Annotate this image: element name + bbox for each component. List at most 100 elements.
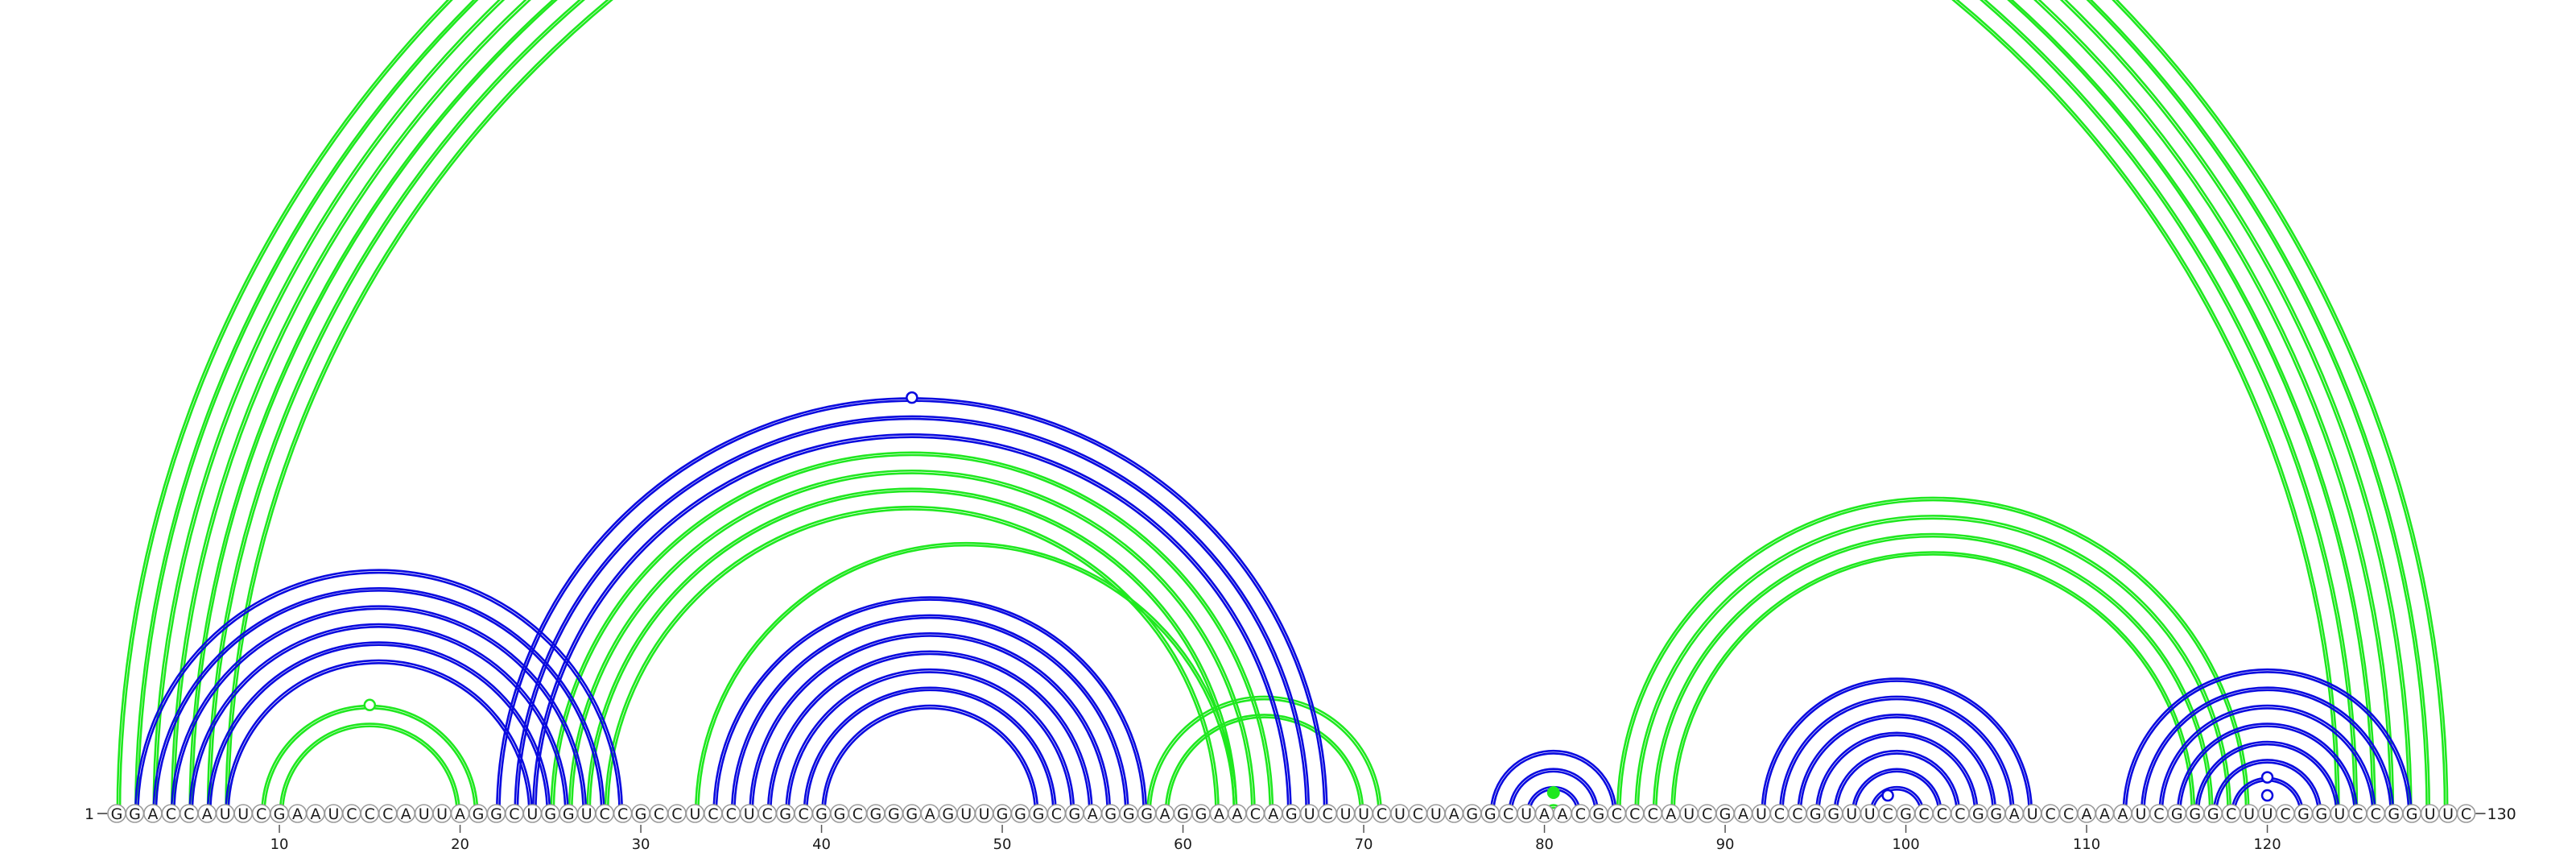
blue-pair-marker-22-68 (906, 391, 919, 404)
blue-arc-117-123-inner (2215, 761, 2320, 814)
nucleotide-letter: G (1104, 805, 1117, 823)
nucleotide-letter: U (1430, 805, 1442, 823)
nucleotide: G (486, 804, 506, 823)
nucleotide-letter: C (1937, 805, 1947, 823)
nucleotide: G (125, 804, 145, 823)
nucleotide: U (215, 804, 235, 823)
nucleotide: G (1896, 804, 1916, 823)
nucleotide-letter: G (473, 805, 485, 823)
nucleotide-letter: U (2425, 805, 2436, 823)
green-arc-87-116 (1670, 550, 2196, 814)
nucleotide-letter: G (2189, 805, 2201, 823)
nucleotide-letter: A (2009, 805, 2020, 823)
green-arc-3-128 (152, 0, 2413, 814)
nucleotide: G (902, 804, 922, 823)
blue-arc-37-55 (766, 650, 1093, 814)
blue-arc-93-106 (1778, 695, 2015, 814)
nucleotide-letter: G (1033, 805, 1045, 823)
nucleotide: C (848, 804, 868, 823)
nucleotide-letter: C (1323, 805, 1333, 823)
nucleotide-letter: U (1304, 805, 1315, 823)
blue-arc-36-56 (749, 632, 1112, 814)
blue-arc-96-103 (1833, 749, 1961, 814)
nucleotide-letter: U (237, 805, 249, 823)
tick-label-70: 70 (1355, 836, 1373, 853)
nucleotide: U (1426, 804, 1446, 823)
nucleotide: C (1769, 804, 1790, 823)
nucleotide-letter: C (256, 805, 266, 823)
blue-arc-22-68 (495, 397, 1328, 814)
nucleotide-letter: G (834, 805, 846, 823)
nucleotide: U (1390, 804, 1410, 823)
green-arc-1-130 (116, 0, 2449, 814)
blue-arc-95-104 (1814, 731, 1979, 814)
nucleotide: A (2095, 804, 2115, 823)
nucleotide-letter: C (365, 805, 375, 823)
nucleotide-letter: C (1774, 805, 1785, 823)
blue-arc-94-105 (1797, 714, 1997, 814)
blue-arc-24-66-inner (535, 436, 1290, 814)
nucleotide-letter: U (979, 805, 990, 823)
nucleotide-letter: U (1521, 805, 1532, 823)
blue-arc-77-84 (1489, 749, 1617, 814)
nucleotide-letter: A (1268, 805, 1278, 823)
nucleotide-letter: C (382, 805, 393, 823)
nucleotide-letter: G (2207, 805, 2219, 823)
nucleotide-letter: G (1177, 805, 1189, 823)
green-arc-2-129-inner (137, 0, 2428, 814)
nucleotide: U (432, 804, 452, 823)
nucleotide: A (1444, 804, 1464, 823)
blue-arc-24-66 (531, 433, 1292, 814)
tick-label-30: 30 (632, 836, 650, 853)
nucleotide: U (2240, 804, 2259, 823)
nucleotide-letter: C (1377, 805, 1387, 823)
nucleotide: G (1137, 804, 1157, 823)
nucleotide-letter: A (1160, 805, 1170, 823)
nucleotide-letter: G (1900, 805, 1912, 823)
sequence-start-label: 1 (85, 805, 94, 823)
nucleotide: C (758, 804, 778, 823)
nucleotide: U (1354, 804, 1373, 823)
nucleotide: C (251, 804, 271, 823)
nucleotide: C (794, 804, 813, 823)
blue-arc-97-102 (1851, 768, 1942, 814)
nucleotide-letter: U (2244, 805, 2255, 823)
green-arc-10-20-inner (281, 725, 458, 814)
nucleotide: A (1553, 804, 1572, 823)
nucleotide-letter: G (888, 805, 900, 823)
nucleotide-letter: C (1612, 805, 1622, 823)
nucleotide: G (1173, 804, 1193, 823)
nucleotide-letter: G (1466, 805, 1478, 823)
blue-arc-92-107 (1761, 677, 2033, 814)
nucleotide: A (306, 804, 325, 823)
nucleotide: U (2420, 804, 2440, 823)
blue-arc-2-29-inner (137, 571, 621, 814)
nucleotide-letter: C (1918, 805, 1929, 823)
nucleotide-letter: C (600, 805, 610, 823)
nucleotide-letter: C (617, 805, 628, 823)
nucleotide-letter: C (1648, 805, 1658, 823)
nucleotide: C (704, 804, 723, 823)
green-arc-25-65-inner (552, 453, 1272, 814)
nucleotide-letter: U (581, 805, 592, 823)
nucleotide: G (559, 804, 579, 823)
nucleotide-letter: C (798, 805, 808, 823)
blue-arc-2-29 (134, 569, 624, 814)
nucleotide-letter: G (129, 805, 141, 823)
nucleotide-letter: G (779, 805, 791, 823)
blue-arc-22-68-inner (498, 400, 1326, 814)
nucleotide: C (595, 804, 614, 823)
blue-arc-7-24 (225, 659, 533, 814)
nucleotide: G (830, 804, 849, 823)
nucleotide: G (1282, 804, 1302, 823)
tick-label-40: 40 (812, 836, 831, 853)
nucleotide: G (1029, 804, 1048, 823)
nucleotide: G (1589, 804, 1608, 823)
tick-label-60: 60 (1174, 836, 1192, 853)
blue-arc-114-126-inner (2161, 707, 2374, 814)
blue-arc-35-57 (730, 614, 1129, 814)
green-arc-33-63-inner (697, 544, 1236, 814)
nucleotide-letter: C (2226, 805, 2236, 823)
blue-pair-marker-98-100 (1881, 789, 1894, 802)
